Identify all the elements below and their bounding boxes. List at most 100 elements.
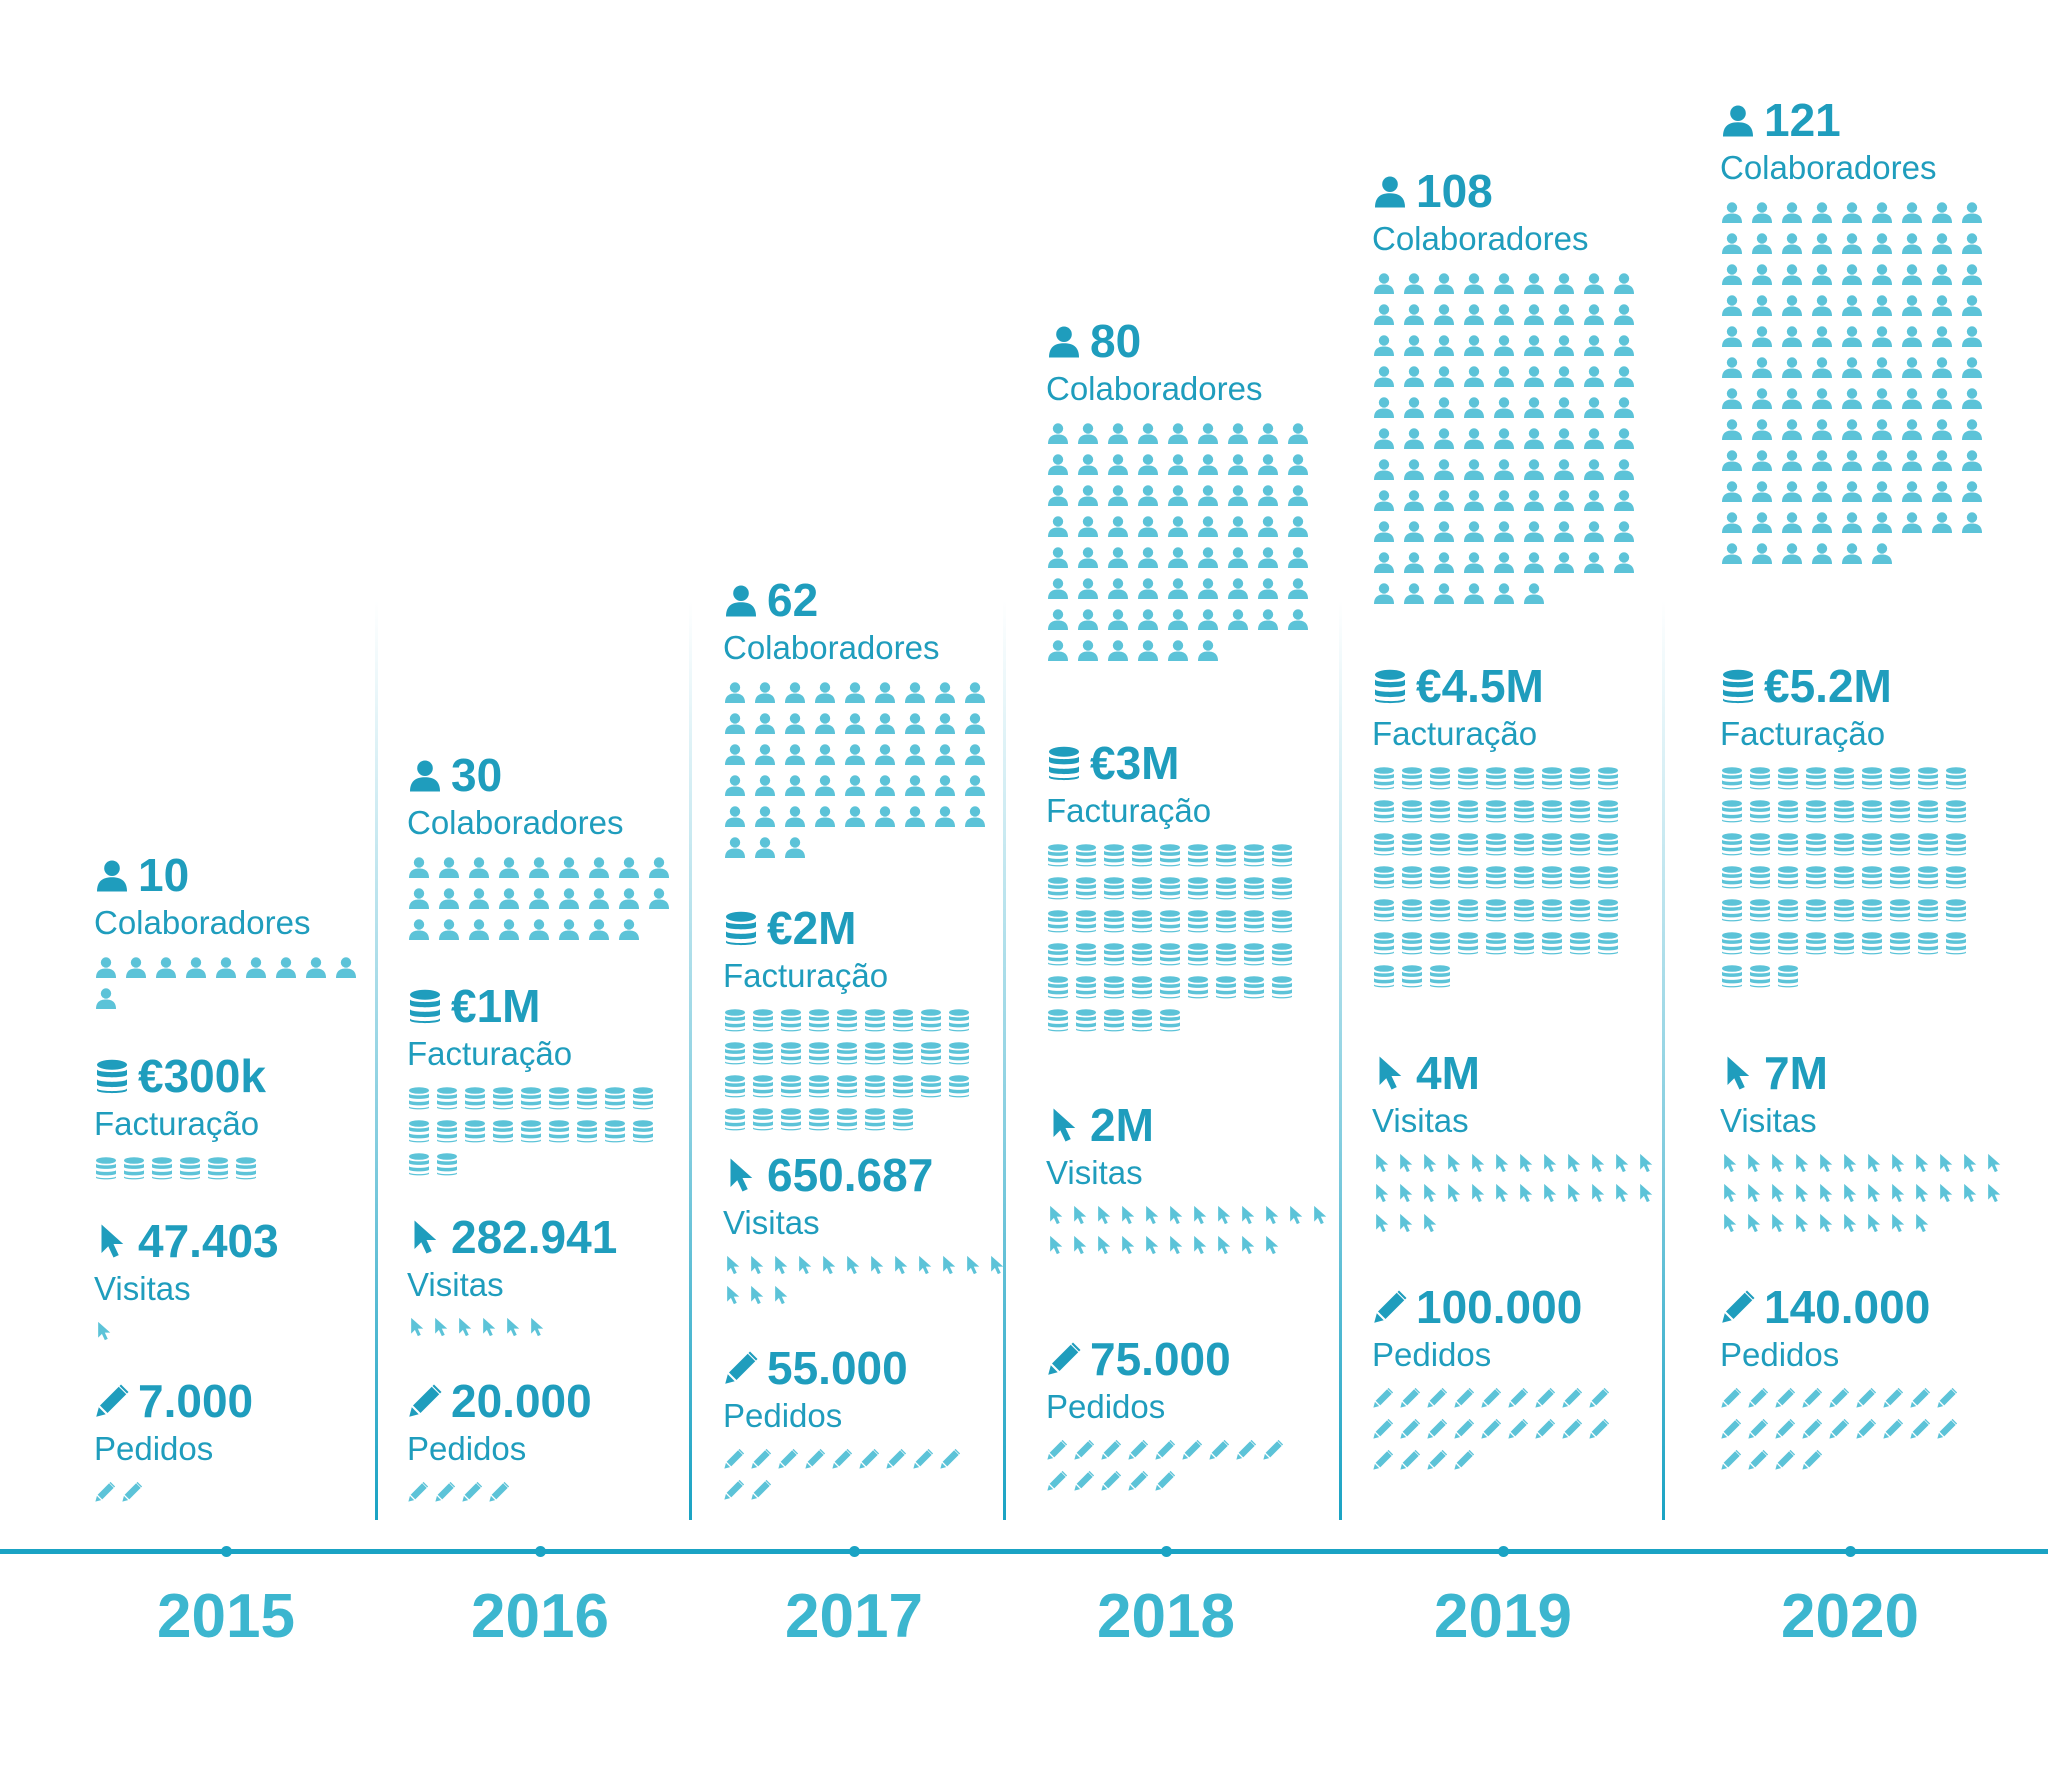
colaboradores-unit [1582,488,1612,519]
colaboradores-unit [1492,395,1522,426]
person-icon [1374,428,1394,449]
facturacao-unit [1158,843,1186,876]
facturacao-unit [1944,898,1972,931]
person-icon [1584,428,1604,449]
person-icon [1524,273,1544,294]
person-icon [1374,397,1394,418]
facturacao-unit [1186,909,1214,942]
facturacao-unit [1748,766,1776,799]
pedidos-unit [1073,1470,1100,1501]
visitas-pictogram [723,1255,1011,1315]
coins-icon [1160,1009,1180,1032]
pencil-icon [96,1384,129,1417]
facturacao-unit [1888,766,1916,799]
colaboradores-unit [1780,417,1810,448]
person-icon [905,775,925,796]
visitas-unit [1792,1153,1816,1183]
colaboradores-unit [1046,576,1076,607]
coins-icon [1048,976,1068,999]
facturacao-unit [1270,909,1298,942]
facturacao-unit [1804,865,1832,898]
pencil-icon [1562,1387,1583,1408]
visitas-unit [1372,1153,1396,1183]
person-icon [1464,428,1484,449]
facturacao-unit [603,1119,631,1152]
person-icon [1614,273,1634,294]
facturacao-unit [1242,975,1270,1008]
person-icon [1464,366,1484,387]
pencil-icon [1427,1449,1448,1470]
cursor-icon [1074,1205,1087,1225]
person-icon [1258,578,1278,599]
cursor-icon [1170,1205,1183,1225]
person-icon [1108,609,1128,630]
cursor-icon [1592,1153,1605,1173]
person-icon [1842,481,1862,502]
person-icon [965,682,985,703]
cursor-icon [1724,1183,1737,1203]
colaboradores-unit [813,804,843,835]
cursor-icon [1796,1213,1809,1233]
pencil-icon [1589,1387,1610,1408]
person-icon [439,919,459,940]
pedidos-unit [1828,1418,1855,1449]
person-icon [1524,583,1544,604]
coins-icon [1216,976,1236,999]
facturacao-unit [407,1086,435,1119]
facturacao-unit [1888,931,1916,964]
facturacao-value: €5.2M [1764,660,1892,712]
colaboradores-unit [1402,581,1432,612]
person-icon [1168,485,1188,506]
visitas-unit [1840,1213,1864,1243]
colaboradores-unit [1780,324,1810,355]
colaboradores-unit [1256,483,1286,514]
cursor-icon [1772,1213,1785,1233]
facturacao-unit [1568,898,1596,931]
facturacao-unit [1186,843,1214,876]
person-icon [409,888,429,909]
person-icon [1812,202,1832,223]
pedidos-unit [1720,1387,1747,1418]
facturacao-unit [835,1107,863,1140]
facturacao-unit [1456,865,1484,898]
pedidos-unit [1235,1439,1262,1470]
person-icon [785,744,805,765]
pencil-icon [1775,1418,1796,1439]
colaboradores-unit [903,804,933,835]
colaboradores-unit [1552,550,1582,581]
colaboradores-unit [1196,421,1226,452]
visitas-unit [1588,1153,1612,1183]
facturacao-unit [1158,975,1186,1008]
person-icon [1404,552,1424,573]
coins-icon [1778,932,1798,955]
person-icon [1782,233,1802,254]
coins-icon [493,1087,513,1110]
colaboradores-unit [1402,302,1432,333]
person-icon [1782,202,1802,223]
colaboradores-unit [1930,324,1960,355]
timeline-dot [849,1546,860,1557]
coins-icon [1374,932,1394,955]
colaboradores-unit [1840,479,1870,510]
person-icon [499,857,519,878]
coins-icon [1272,910,1292,933]
facturacao-unit [947,1074,975,1107]
pencil-icon [1101,1439,1122,1460]
cursor-icon [823,1255,836,1275]
facturacao-unit [1720,931,1748,964]
coins-icon [1458,800,1478,823]
facturacao-unit [1860,799,1888,832]
person-icon [845,713,865,734]
person-icon [1404,490,1424,511]
colaboradores-unit [1840,262,1870,293]
person-icon [1524,521,1544,542]
person-icon [1048,485,1068,506]
coins-icon [1946,899,1966,922]
colaboradores-unit [1810,355,1840,386]
coins-icon [1375,669,1405,704]
facturacao-unit [779,1041,807,1074]
pedidos-block: 7.000 Pedidos [94,1378,337,1512]
facturacao-unit [1748,898,1776,931]
coins-icon [809,1042,829,1065]
colaboradores-unit [1076,607,1106,638]
